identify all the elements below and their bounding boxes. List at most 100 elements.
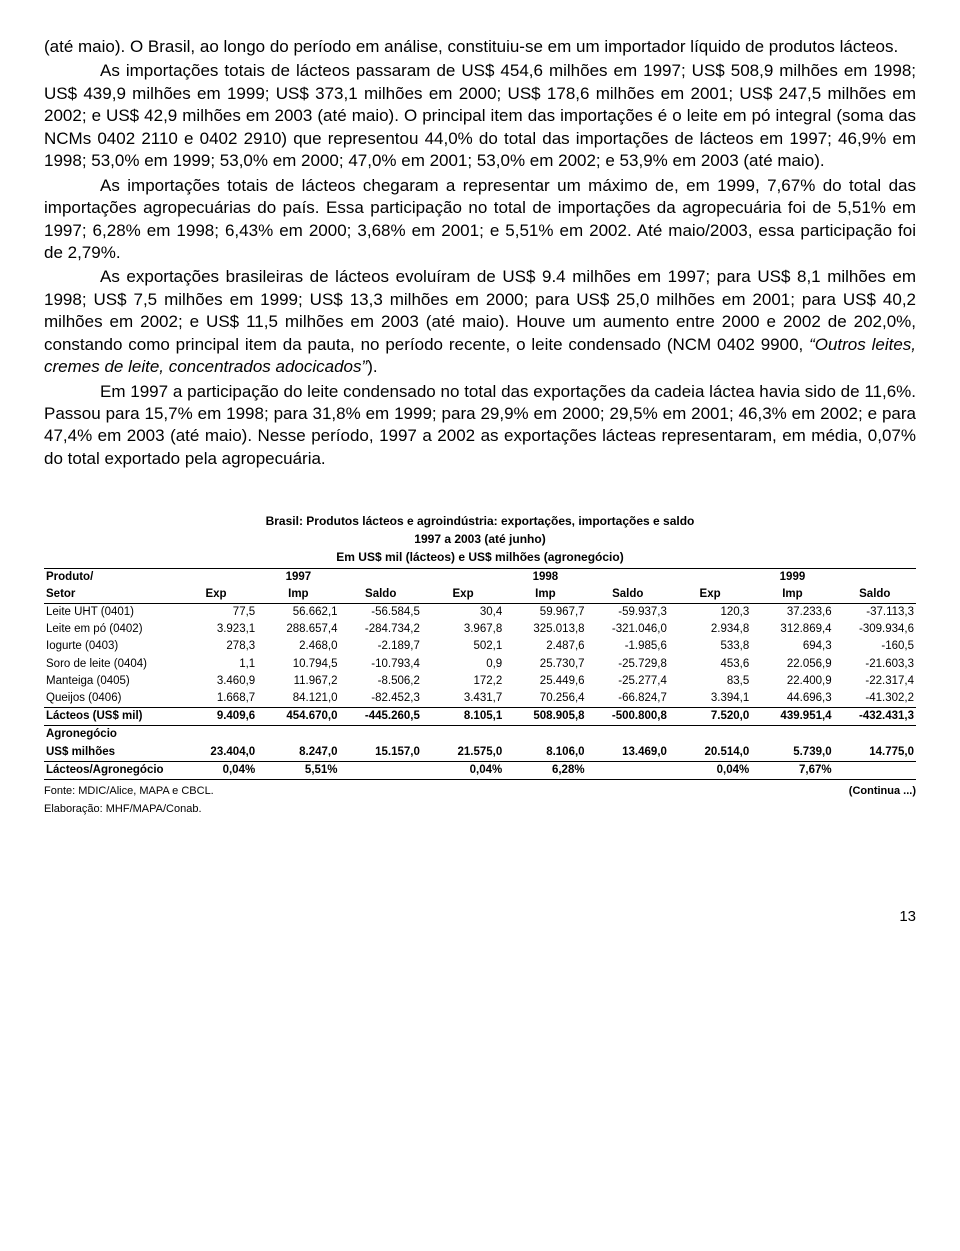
table-row: Leite UHT (0401)77,556.662,1-56.584,530,… — [44, 604, 916, 622]
cell: -56.584,5 — [340, 604, 422, 622]
row-lacteos-total: Lácteos (US$ mil) 9.409,6 454.670,0 -445… — [44, 708, 916, 726]
cell: 3.967,8 — [422, 621, 504, 638]
row-label: Leite UHT (0401) — [44, 604, 175, 622]
col-saldo-3: Saldo — [834, 586, 916, 604]
cell: 5,51% — [257, 761, 339, 779]
row-label: Queijos (0406) — [44, 690, 175, 708]
cell: -41.302,2 — [834, 690, 916, 708]
cell: -321.046,0 — [587, 621, 669, 638]
col-imp-2: Imp — [504, 586, 586, 604]
cell: -500.800,8 — [587, 708, 669, 726]
col-exp-2: Exp — [422, 586, 504, 604]
cell: 288.657,4 — [257, 621, 339, 638]
cell: 8.247,0 — [257, 744, 339, 762]
cell: 7.520,0 — [669, 708, 751, 726]
cell: 83,5 — [669, 673, 751, 690]
cell: 278,3 — [175, 638, 257, 655]
data-table: Produto/ 1997 1998 1999 Setor Exp Imp Sa… — [44, 568, 916, 780]
cell: 120,3 — [669, 604, 751, 622]
cell: 0,04% — [175, 761, 257, 779]
cell: 2.487,6 — [504, 638, 586, 655]
paragraph-2: As importações totais de lácteos passara… — [44, 60, 916, 172]
cell: 694,3 — [751, 638, 833, 655]
page-number: 13 — [44, 907, 916, 927]
table-title: Brasil: Produtos lácteos e agroindústria… — [44, 514, 916, 530]
col-saldo-1: Saldo — [340, 586, 422, 604]
cell: -160,5 — [834, 638, 916, 655]
header-year-1997: 1997 — [175, 568, 422, 586]
cell: 59.967,7 — [504, 604, 586, 622]
header-year-1998: 1998 — [422, 568, 669, 586]
table-row: Soro de leite (0404)1,110.794,5-10.793,4… — [44, 656, 916, 673]
cell: 453,6 — [669, 656, 751, 673]
cell: 325.013,8 — [504, 621, 586, 638]
cell: 312.869,4 — [751, 621, 833, 638]
header-produto-1: Produto/ — [44, 568, 175, 586]
continua-text: (Continua ...) — [849, 784, 916, 799]
cell: 25.730,7 — [504, 656, 586, 673]
cell: 56.662,1 — [257, 604, 339, 622]
cell: 508.905,8 — [504, 708, 586, 726]
cell: 15.157,0 — [340, 744, 422, 762]
cell: 533,8 — [669, 638, 751, 655]
col-exp-3: Exp — [669, 586, 751, 604]
cell: 3.431,7 — [422, 690, 504, 708]
cell: 7,67% — [751, 761, 833, 779]
cell: 2.468,0 — [257, 638, 339, 655]
cell: 11.967,2 — [257, 673, 339, 690]
row-label: Soro de leite (0404) — [44, 656, 175, 673]
cell: 22.056,9 — [751, 656, 833, 673]
paragraph-1: (até maio). O Brasil, ao longo do períod… — [44, 36, 916, 58]
cell: 22.400,9 — [751, 673, 833, 690]
cell: 172,2 — [422, 673, 504, 690]
cell: -25.729,8 — [587, 656, 669, 673]
paragraph-4c: ). — [367, 357, 377, 376]
cell: 84.121,0 — [257, 690, 339, 708]
table-unit: Em US$ mil (lácteos) e US$ milhões (agro… — [44, 550, 916, 566]
cell: 454.670,0 — [257, 708, 339, 726]
col-exp-1: Exp — [175, 586, 257, 604]
label-usmilhoes: US$ milhões — [44, 744, 175, 762]
cell: 77,5 — [175, 604, 257, 622]
cell: -59.937,3 — [587, 604, 669, 622]
cell: 3.923,1 — [175, 621, 257, 638]
cell: 8.106,0 — [504, 744, 586, 762]
data-table-block: Brasil: Produtos lácteos e agroindústria… — [44, 514, 916, 817]
row-label: Manteiga (0405) — [44, 673, 175, 690]
paragraph-5: Em 1997 a participação do leite condensa… — [44, 381, 916, 471]
cell: 1,1 — [175, 656, 257, 673]
label-ratio: Lácteos/Agronegócio — [44, 761, 175, 779]
cell — [834, 761, 916, 779]
cell: 21.575,0 — [422, 744, 504, 762]
table-period: 1997 a 2003 (até junho) — [44, 532, 916, 548]
cell: 9.409,6 — [175, 708, 257, 726]
cell: -1.985,6 — [587, 638, 669, 655]
cell: -37.113,3 — [834, 604, 916, 622]
cell: 44.696,3 — [751, 690, 833, 708]
cell: 14.775,0 — [834, 744, 916, 762]
table-row: Manteiga (0405)3.460,911.967,2-8.506,217… — [44, 673, 916, 690]
cell: -432.431,3 — [834, 708, 916, 726]
paragraph-4: As exportações brasileiras de lácteos ev… — [44, 266, 916, 378]
col-saldo-2: Saldo — [587, 586, 669, 604]
footnote-row: Fonte: MDIC/Alice, MAPA e CBCL. (Continu… — [44, 784, 916, 799]
cell: 2.934,8 — [669, 621, 751, 638]
cell: 23.404,0 — [175, 744, 257, 762]
cell: 70.256,4 — [504, 690, 586, 708]
label-agronegocio: Agronegócio — [44, 726, 175, 744]
cell: 502,1 — [422, 638, 504, 655]
cell: 0,04% — [422, 761, 504, 779]
label-lacteos: Lácteos (US$ mil) — [44, 708, 175, 726]
row-agronegocio-label: Agronegócio — [44, 726, 916, 744]
header-year-1999: 1999 — [669, 568, 916, 586]
col-imp-1: Imp — [257, 586, 339, 604]
paragraph-4a: As exportações brasileiras de lácteos ev… — [44, 267, 916, 353]
cell — [340, 761, 422, 779]
cell: -10.793,4 — [340, 656, 422, 673]
cell: -82.452,3 — [340, 690, 422, 708]
table-row: Queijos (0406)1.668,784.121,0-82.452,33.… — [44, 690, 916, 708]
cell: 1.668,7 — [175, 690, 257, 708]
cell: -445.260,5 — [340, 708, 422, 726]
cell: -8.506,2 — [340, 673, 422, 690]
cell: -66.824,7 — [587, 690, 669, 708]
